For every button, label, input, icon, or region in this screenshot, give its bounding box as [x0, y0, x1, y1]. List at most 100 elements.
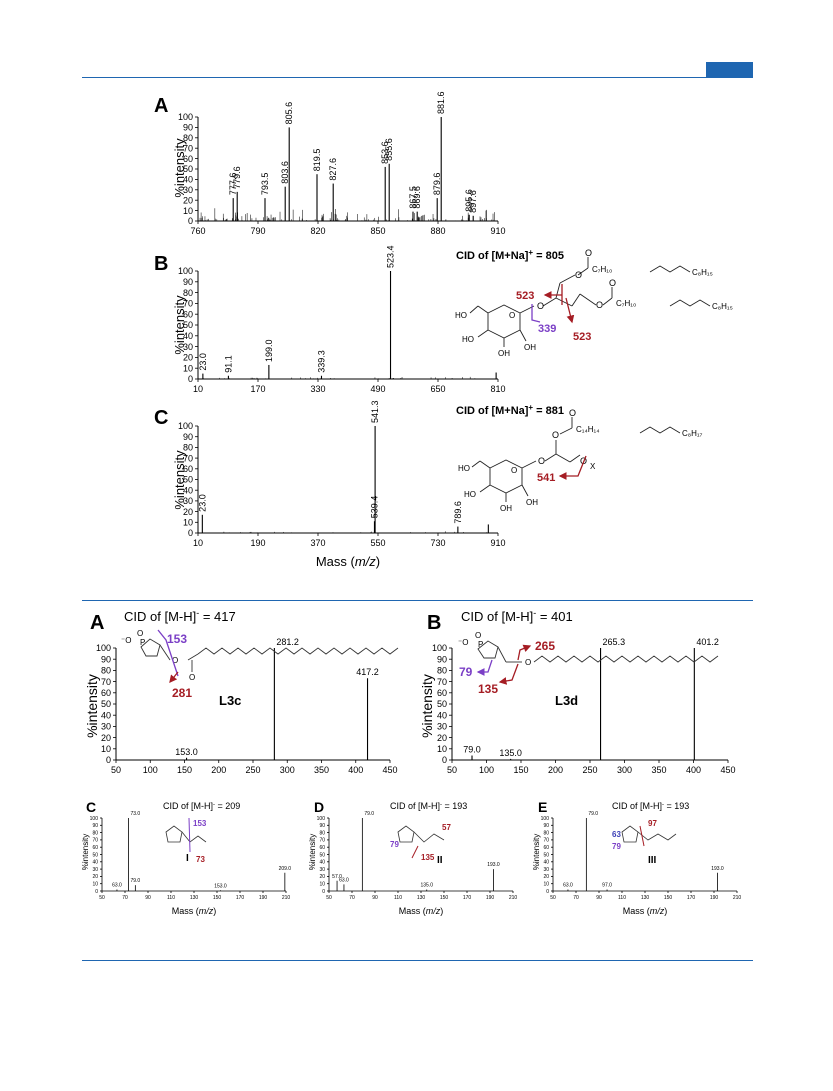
y-tick-label: 0: [188, 216, 193, 226]
backbone-bond: [555, 453, 571, 463]
cleavage-line: [531, 304, 541, 323]
x-ticks: 50 70 90 110 130 150 170 190 210: [99, 891, 290, 901]
atom-o: O: [596, 300, 603, 310]
peak-label: 539.4: [369, 496, 379, 519]
y-tick-label: 40: [183, 485, 193, 495]
backbone-bond: [544, 453, 557, 462]
phosphate-label: O: [475, 631, 481, 640]
x-tick-label: 150: [177, 765, 192, 775]
sugar-ring: [489, 459, 523, 494]
x-tick-label: 10: [193, 538, 203, 548]
peak-label: 79.0: [588, 811, 598, 817]
hydroxyl-label: HO: [464, 490, 476, 499]
x-tick-label: 110: [394, 895, 402, 901]
panel-letter: A: [154, 95, 168, 117]
y-axis-label: %intensity: [81, 834, 90, 870]
ring-bond: [479, 460, 491, 469]
y-tick-label: 80: [101, 666, 111, 676]
x-tick-label: 100: [143, 765, 158, 775]
peak-label: 199.0: [264, 339, 274, 362]
spectrum-title: CID of [M-H]- = 417: [124, 608, 236, 624]
x-tick-label: 190: [486, 895, 495, 901]
y-tick-label: 80: [92, 830, 98, 836]
atom-o: O: [189, 673, 195, 682]
x-tick-label: 330: [310, 384, 325, 394]
x-tick-label: 90: [596, 895, 602, 901]
ester-bond: [602, 297, 613, 306]
x-tick-label: 550: [370, 538, 385, 548]
atom-o: O: [525, 658, 531, 667]
peak-label: 79.0: [364, 811, 374, 817]
y-tick-label: 70: [183, 299, 193, 309]
x-tick-label: 170: [463, 895, 472, 901]
peaks: 153.0 281.2 417.2: [175, 637, 379, 760]
fatty-acid-chain: [197, 647, 399, 655]
peak-label: 777.6: [228, 173, 238, 196]
x-substituent: X: [590, 462, 596, 471]
y-axis-label: %intensity: [172, 295, 187, 355]
x-tick-label: 370: [310, 538, 325, 548]
ester-bond: [577, 267, 589, 276]
fragment-arrow: [565, 297, 575, 324]
x-tick-label: 100: [479, 765, 494, 775]
x-ticks: 10 190 370 550 730 910: [193, 533, 506, 548]
bottom-panel-c: C CID of [M-H]- = 209 %intensity 0 102030…: [81, 799, 291, 916]
peak-label: 417.2: [356, 667, 379, 677]
spectrum-title: CID of [M+Na]+ = 805: [456, 248, 564, 262]
x-tick-label: 150: [213, 895, 222, 901]
peak-label: 819.5: [312, 149, 322, 172]
x-tick-label: 400: [348, 765, 363, 775]
peak-label: 153.0: [175, 747, 198, 757]
phosphate-label: P: [140, 638, 145, 647]
oh-bond: [521, 484, 529, 497]
peak-label: 897.6: [468, 190, 478, 213]
x-tick-label: 50: [550, 895, 556, 901]
panel-letter: C: [154, 407, 168, 429]
fragment-label: 153: [193, 819, 207, 828]
alkyl-chain: [639, 426, 681, 434]
x-tick-label: 70: [573, 895, 579, 901]
peak-label: 339.3: [316, 350, 326, 373]
top-panel-c: C %intensity CID of [M+Na]+ = 881 010203…: [154, 400, 703, 569]
x-tick-label: 190: [710, 895, 719, 901]
fragment-label: 523: [573, 331, 591, 343]
chain-formula: C₁₄H₁₄: [576, 425, 599, 434]
x-tick-label: 810: [490, 384, 505, 394]
x-tick-label: 130: [190, 895, 199, 901]
y-tick-label: 90: [543, 823, 549, 829]
peak-label: 779.6: [232, 166, 242, 189]
backbone-bond: [555, 282, 561, 299]
y-tick-label: 10: [319, 881, 325, 887]
atom-o: O: [552, 430, 559, 440]
y-tick-label: 0: [322, 889, 325, 895]
x-tick-label: 90: [145, 895, 151, 901]
x-tick-label: 170: [236, 895, 245, 901]
backbone-bond: [542, 297, 557, 307]
fragment-label: 523: [516, 290, 534, 302]
alkyl-chain: [669, 299, 711, 307]
fragment-label: 73: [196, 855, 205, 864]
y-tick-label: 70: [92, 838, 98, 844]
spectrum-title: CID of [M-H]- = 209: [163, 801, 240, 811]
y-tick-label: 80: [183, 443, 193, 453]
atom-o: O: [538, 456, 545, 466]
oh-bond: [479, 484, 491, 493]
compound-label: III: [648, 855, 657, 866]
chain-formula: C₇H₁₀: [592, 265, 612, 274]
y-tick-label: 60: [92, 845, 98, 851]
x-ticks: 50 70 90 110 130 150 170 190 210: [326, 891, 517, 901]
y-tick-label: 100: [432, 643, 447, 653]
structure-diagram: [477, 640, 719, 663]
x-tick-label: 130: [417, 895, 426, 901]
backbone: [181, 831, 207, 843]
fragment-label: 265: [535, 639, 555, 653]
x-tick-label: 130: [641, 895, 650, 901]
y-tick-label: 20: [183, 195, 193, 205]
atom-o: O: [609, 278, 616, 288]
x-axis-label: Mass (m/z): [623, 906, 668, 916]
y-tick-label: 10: [183, 517, 193, 527]
